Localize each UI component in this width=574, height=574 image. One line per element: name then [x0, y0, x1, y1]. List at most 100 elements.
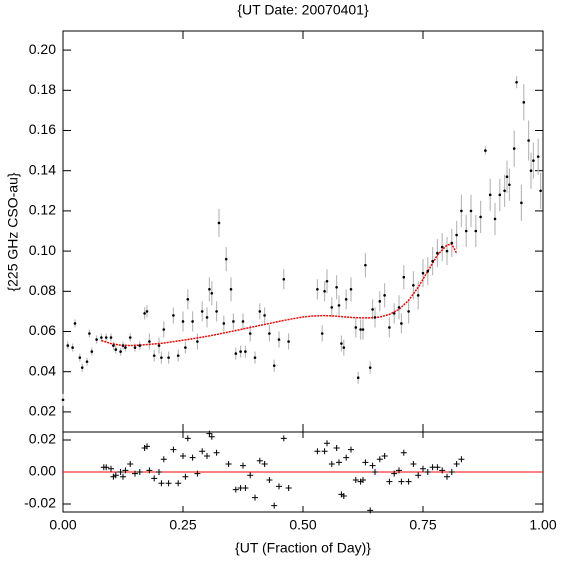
data-point: [172, 314, 175, 317]
data-point: [167, 356, 170, 359]
data-point: [503, 189, 506, 193]
data-point: [160, 356, 163, 359]
data-point: [402, 275, 406, 279]
data-point: [258, 310, 262, 313]
residual-point: [252, 494, 258, 501]
residual-point: [424, 469, 431, 475]
residual-point: [448, 469, 455, 475]
residual-point: [362, 459, 369, 466]
residual-point: [261, 461, 268, 467]
x-axis-label: {UT (Fraction of Day)}: [235, 540, 371, 556]
data-point: [263, 314, 266, 317]
x-tick-label: 1.00: [529, 517, 556, 533]
residual-point: [247, 472, 254, 479]
residual-point: [158, 480, 165, 487]
y-tick-label: 0.16: [29, 121, 56, 137]
y-tick-label: 0.00: [29, 463, 56, 479]
data-point: [529, 169, 533, 172]
data-point: [210, 292, 214, 295]
data-point: [330, 306, 334, 309]
data-point: [162, 328, 166, 331]
data-point: [215, 310, 218, 313]
data-point: [488, 193, 492, 197]
data-point: [522, 101, 526, 104]
residual-point: [360, 477, 366, 483]
data-point: [421, 271, 425, 275]
residual-point: [381, 453, 388, 459]
data-point: [208, 287, 211, 291]
data-point: [232, 320, 235, 323]
data-point: [138, 344, 142, 347]
residual-point: [369, 462, 376, 469]
data-point: [373, 316, 377, 319]
data-point: [397, 306, 401, 309]
residual-point: [372, 469, 378, 475]
data-point: [186, 298, 190, 301]
data-point: [440, 245, 444, 249]
data-point: [361, 328, 365, 331]
residual-point: [439, 467, 446, 474]
residual-point: [117, 469, 124, 475]
residual-point: [242, 485, 249, 491]
data-point: [282, 277, 286, 281]
data-point: [436, 251, 439, 255]
residual-point: [396, 467, 402, 474]
residual-point: [336, 459, 342, 466]
data-point: [95, 338, 98, 341]
y-tick-label: 0.08: [29, 282, 56, 298]
residual-point: [240, 462, 246, 469]
data-point: [460, 209, 463, 213]
data-point: [464, 229, 468, 233]
data-point: [152, 354, 156, 357]
data-point: [493, 217, 497, 221]
residual-point: [434, 464, 441, 471]
data-point: [157, 344, 161, 347]
residual-point: [314, 448, 321, 455]
residual-point: [271, 502, 278, 509]
data-point: [388, 326, 391, 329]
residual-point: [367, 507, 374, 514]
residual-point: [160, 456, 167, 463]
residual-point: [398, 478, 405, 485]
data-point: [196, 340, 199, 343]
data-point: [112, 344, 115, 347]
data-point: [416, 294, 420, 297]
data-point: [431, 259, 434, 263]
data-point: [520, 201, 523, 205]
residual-point: [266, 477, 273, 483]
residual-point: [352, 477, 359, 483]
data-point: [383, 294, 386, 297]
y-tick-label: 0.02: [29, 431, 56, 447]
y-tick-label: 0.02: [29, 403, 56, 419]
residual-point: [321, 448, 328, 455]
x-tick-label: 0.50: [289, 517, 316, 533]
y-tick-label: 0.12: [29, 202, 56, 218]
residual-point: [182, 473, 189, 480]
residual-point: [405, 478, 412, 485]
residual-point: [204, 453, 210, 459]
data-point: [508, 183, 511, 187]
data-point: [287, 340, 290, 343]
data-point: [244, 350, 247, 353]
data-point: [184, 346, 187, 349]
fit-curve: [101, 243, 458, 347]
data-point: [512, 147, 516, 150]
data-point: [515, 80, 518, 84]
data-point: [505, 175, 509, 179]
residual-point: [386, 478, 393, 485]
residual-point: [213, 449, 220, 456]
data-point: [354, 326, 358, 329]
y-axis-label: {225 GHz CSO-au}: [5, 172, 21, 291]
data-point: [145, 310, 149, 313]
x-tick-label: 0.75: [409, 517, 436, 533]
data-point: [450, 241, 454, 245]
residual-point: [285, 485, 292, 491]
data-point: [536, 155, 540, 158]
data-point: [323, 289, 326, 293]
data-point: [73, 322, 77, 325]
residual-point: [420, 465, 426, 472]
data-point: [133, 346, 137, 349]
y-tick-label: 0.14: [29, 161, 56, 177]
residual-point: [400, 449, 407, 456]
